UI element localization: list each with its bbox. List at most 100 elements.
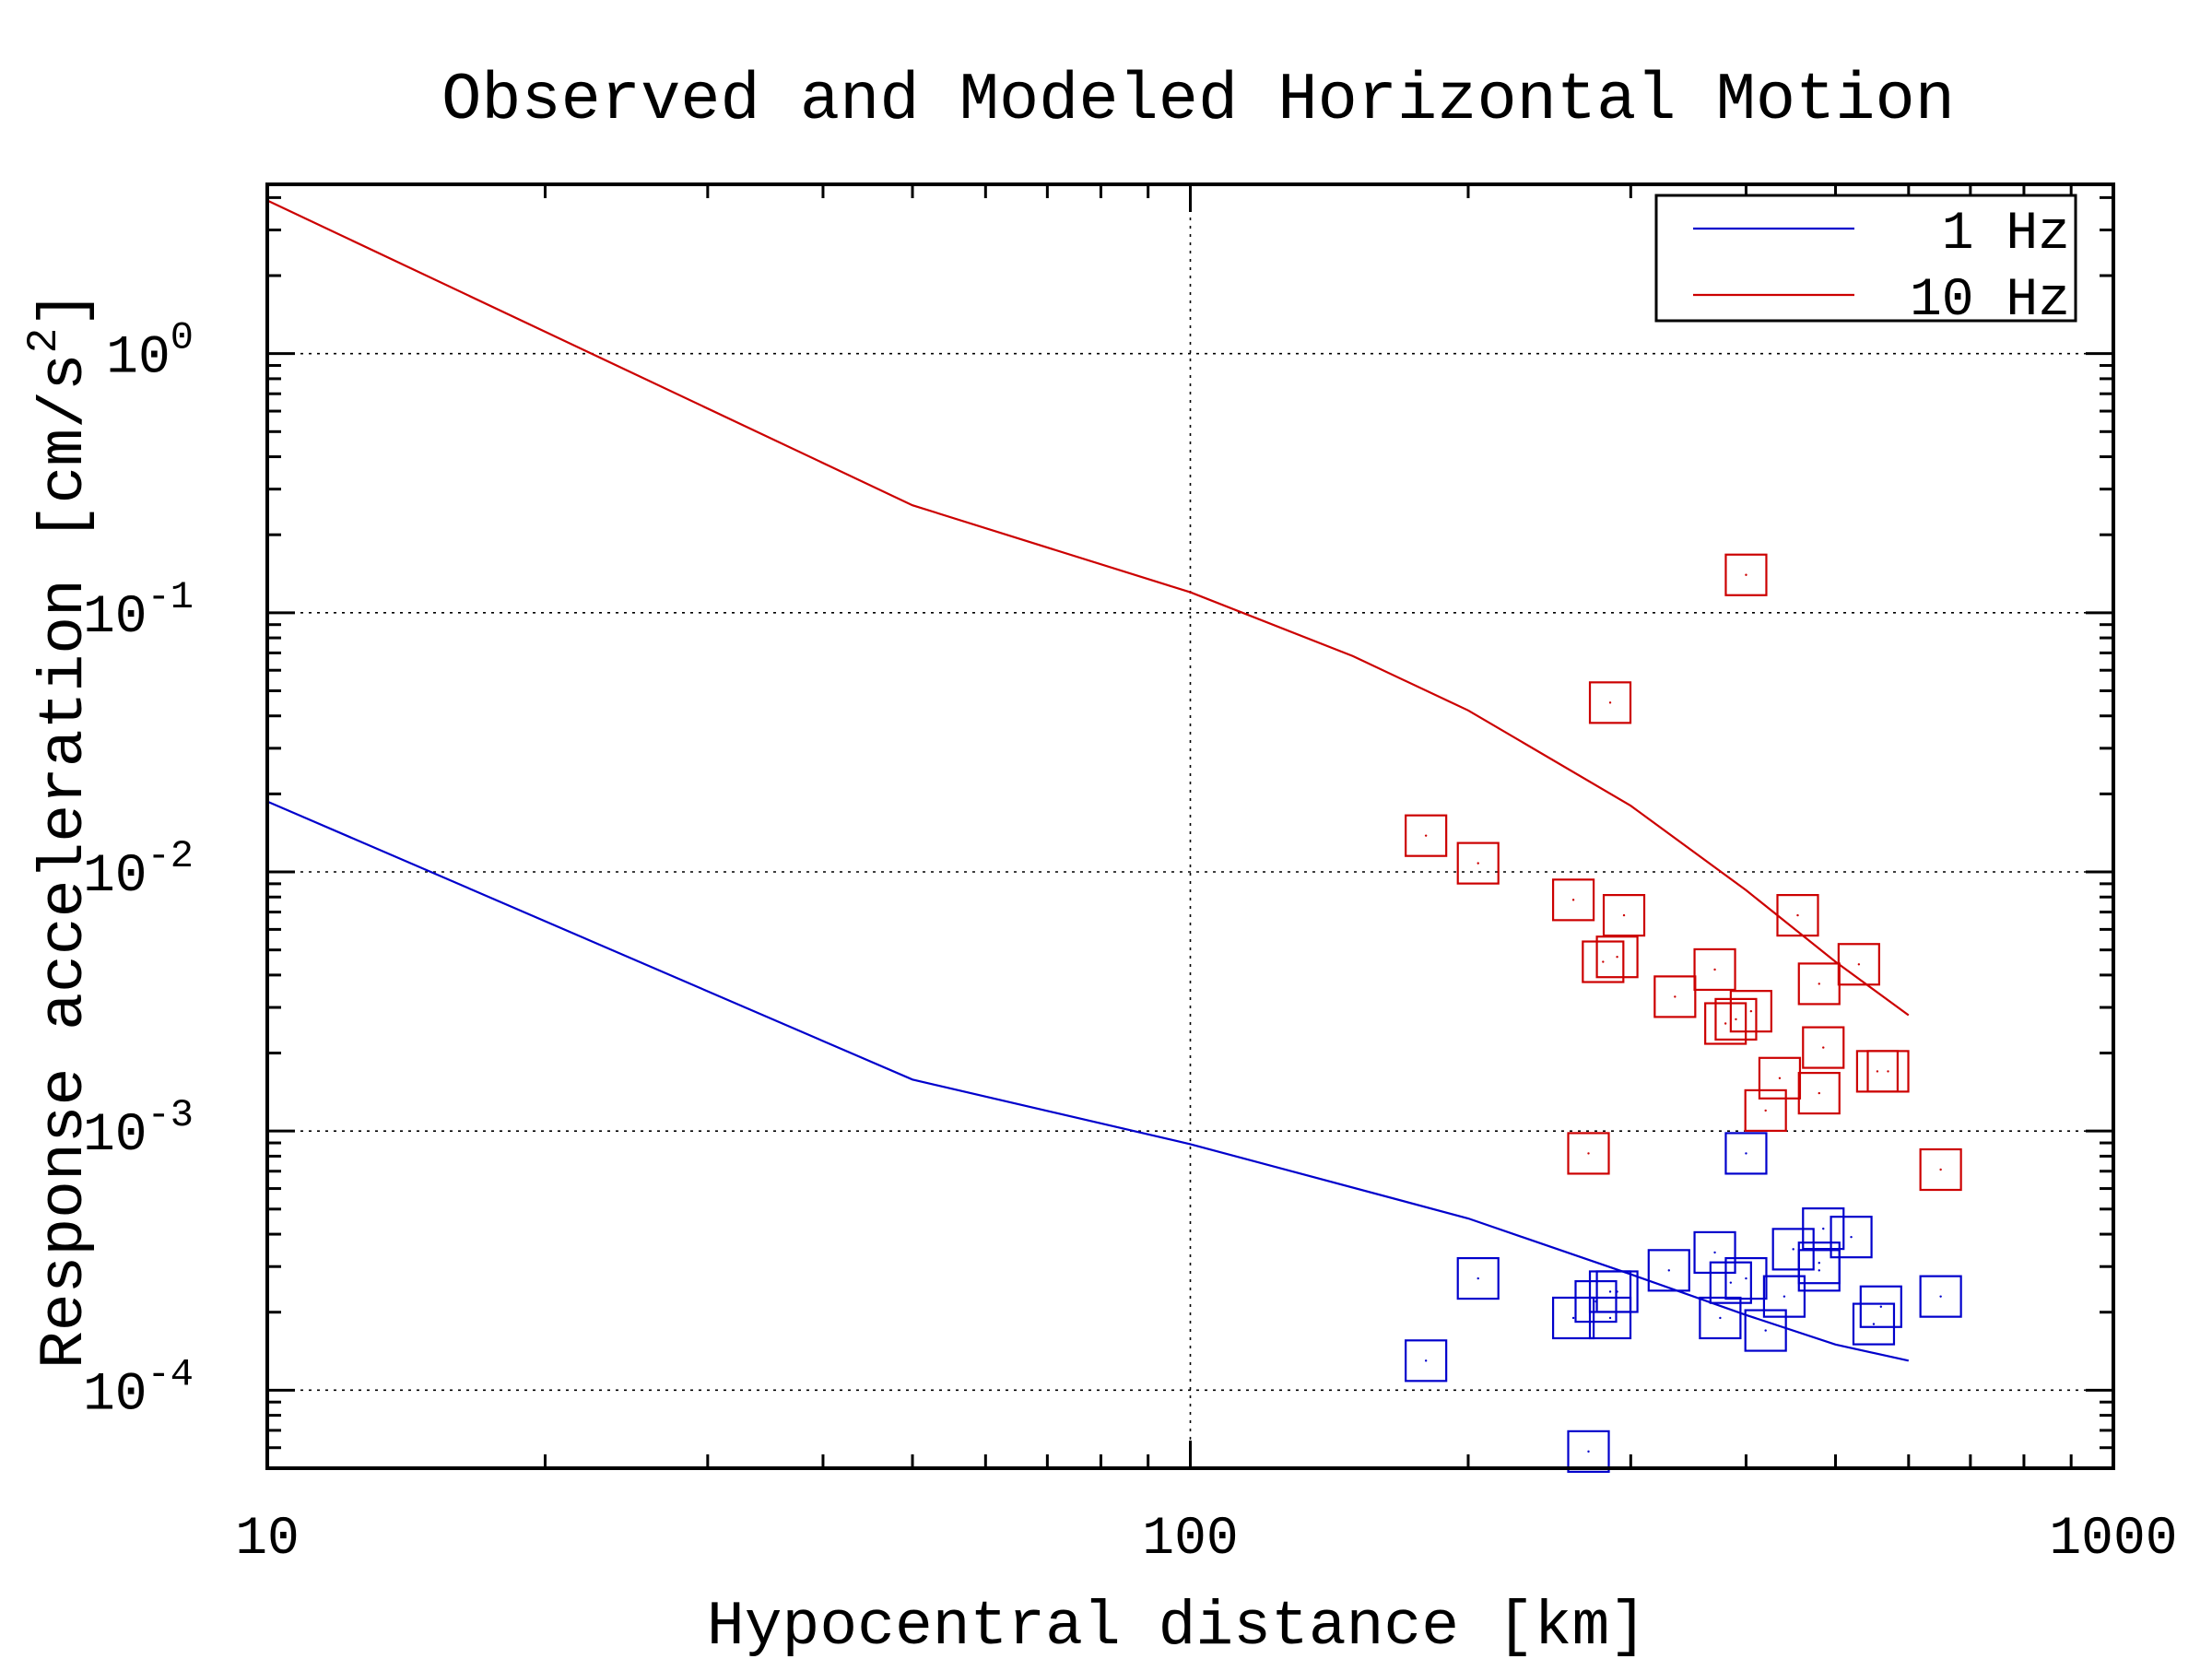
data-point-1hz [1405, 1339, 1448, 1382]
x-tick-label: 10 [235, 1510, 300, 1570]
data-point-center-1hz [1818, 1262, 1820, 1265]
data-point-center-10hz [1477, 862, 1479, 865]
legend-label: 1 Hz [1942, 205, 2070, 265]
data-point-center-10hz [1616, 956, 1618, 959]
y-tick-label-exponent: -3 [147, 1093, 194, 1137]
data-point-center-1hz [1939, 1295, 1942, 1298]
data-point-center-1hz [1424, 1359, 1428, 1362]
data-point-1hz [1595, 1270, 1639, 1313]
y-tick-label-base: 10 [83, 847, 147, 907]
data-point-center-1hz [1477, 1277, 1479, 1280]
data-point-center-1hz [1745, 1152, 1747, 1155]
data-point-10hz [1551, 878, 1595, 922]
y-tick-label-base: 10 [83, 588, 147, 648]
data-point-center-10hz [1608, 701, 1612, 704]
data-point-10hz [1456, 841, 1500, 885]
data-point-1hz [1567, 1430, 1610, 1473]
data-point-center-10hz [1876, 1070, 1879, 1073]
y-tick-label-exponent: -1 [147, 575, 194, 619]
data-point-10hz [1693, 947, 1736, 992]
data-point-1hz [1797, 1241, 1841, 1285]
data-point-center-10hz [1674, 995, 1677, 998]
data-point-1hz [1744, 1309, 1787, 1352]
data-point-center-1hz [1713, 1251, 1716, 1254]
y-tick-label-exponent: -2 [147, 834, 194, 878]
x-tick-label: 1000 [2049, 1510, 2177, 1570]
data-point-10hz [1567, 1132, 1610, 1175]
data-point-10hz [1744, 1088, 1787, 1133]
data-point-center-1hz [1792, 1248, 1794, 1251]
data-point-center-1hz [1571, 1316, 1575, 1320]
data-point-1hz [1456, 1256, 1500, 1300]
y-axis-label-close: ] [29, 290, 100, 328]
data-point-1hz [1551, 1296, 1595, 1340]
data-point-1hz [1709, 1261, 1752, 1304]
legend-box [1654, 194, 2077, 323]
data-point-center-10hz [1571, 899, 1575, 901]
data-point-center-1hz [1872, 1323, 1876, 1325]
data-point-center-1hz [1879, 1305, 1883, 1308]
data-point-center-1hz [1608, 1316, 1612, 1320]
data-point-center-10hz [1939, 1168, 1942, 1171]
data-point-10hz [1588, 681, 1632, 724]
data-point-center-1hz [1818, 1269, 1820, 1272]
data-point-center-10hz [1713, 968, 1716, 971]
data-point-1hz [1919, 1275, 1962, 1318]
y-tick-label-base: 10 [83, 1106, 147, 1166]
data-point-1hz [1724, 1132, 1768, 1175]
data-point-center-1hz [1783, 1295, 1786, 1298]
data-point-10hz [1866, 1050, 1910, 1093]
data-point-center-1hz [1850, 1235, 1853, 1239]
data-point-center-10hz [1735, 1018, 1737, 1021]
chart-title: Observed and Modeled Horizontal Motion [441, 63, 1955, 138]
data-point-1hz [1647, 1249, 1690, 1292]
data-point-1hz [1802, 1207, 1845, 1251]
data-point-10hz [1758, 1056, 1802, 1100]
data-point-1hz [1724, 1256, 1768, 1300]
data-point-center-1hz [1608, 1290, 1612, 1293]
data-point-center-10hz [1887, 1070, 1889, 1073]
data-point-center-10hz [1778, 1077, 1782, 1079]
data-point-center-10hz [1424, 834, 1428, 837]
data-point-10hz [1802, 1026, 1845, 1069]
data-point-center-10hz [1587, 1152, 1590, 1155]
data-point-1hz [1693, 1230, 1736, 1275]
data-point-10hz [1704, 1002, 1747, 1045]
y-tick-label-base: 10 [83, 1365, 147, 1425]
data-point-10hz [1582, 940, 1625, 983]
data-point-center-1hz [1616, 1290, 1618, 1293]
y-tick-label: 10-2 [83, 834, 194, 907]
y-tick-label: 100 [106, 316, 194, 389]
data-point-center-10hz [1822, 1046, 1825, 1049]
data-point-10hz [1729, 990, 1772, 1033]
data-point-10hz [1797, 1071, 1841, 1115]
data-point-10hz [1653, 975, 1697, 1018]
data-point-center-1hz [1822, 1227, 1825, 1230]
data-point-center-10hz [1602, 960, 1605, 963]
y-tick-label: 10-3 [83, 1093, 194, 1166]
data-point-center-10hz [1724, 1022, 1727, 1025]
data-point-1hz [1762, 1275, 1806, 1318]
x-tick-label: 100 [1142, 1510, 1238, 1570]
y-tick-label-base: 10 [106, 329, 171, 389]
data-point-10hz [1919, 1147, 1962, 1192]
data-point-1hz [1859, 1285, 1902, 1328]
plot-area [266, 199, 1962, 1473]
data-point-center-10hz [1857, 963, 1861, 966]
series-line-1hz [266, 800, 1910, 1362]
data-point-10hz [1405, 814, 1448, 857]
data-point-center-10hz [1818, 982, 1820, 985]
data-point-center-1hz [1719, 1316, 1722, 1320]
series-line-10hz [266, 199, 1910, 1017]
data-point-10hz [1602, 894, 1646, 937]
data-point-10hz [1837, 943, 1880, 986]
data-point-center-10hz [1764, 1109, 1767, 1112]
y-tick-label: 10-1 [83, 575, 194, 648]
y-tick-label-exponent: -4 [147, 1352, 194, 1396]
data-point-10hz [1714, 997, 1758, 1041]
data-point-center-1hz [1587, 1450, 1590, 1453]
data-point-1hz [1699, 1296, 1742, 1340]
data-point-1hz [1588, 1296, 1632, 1340]
